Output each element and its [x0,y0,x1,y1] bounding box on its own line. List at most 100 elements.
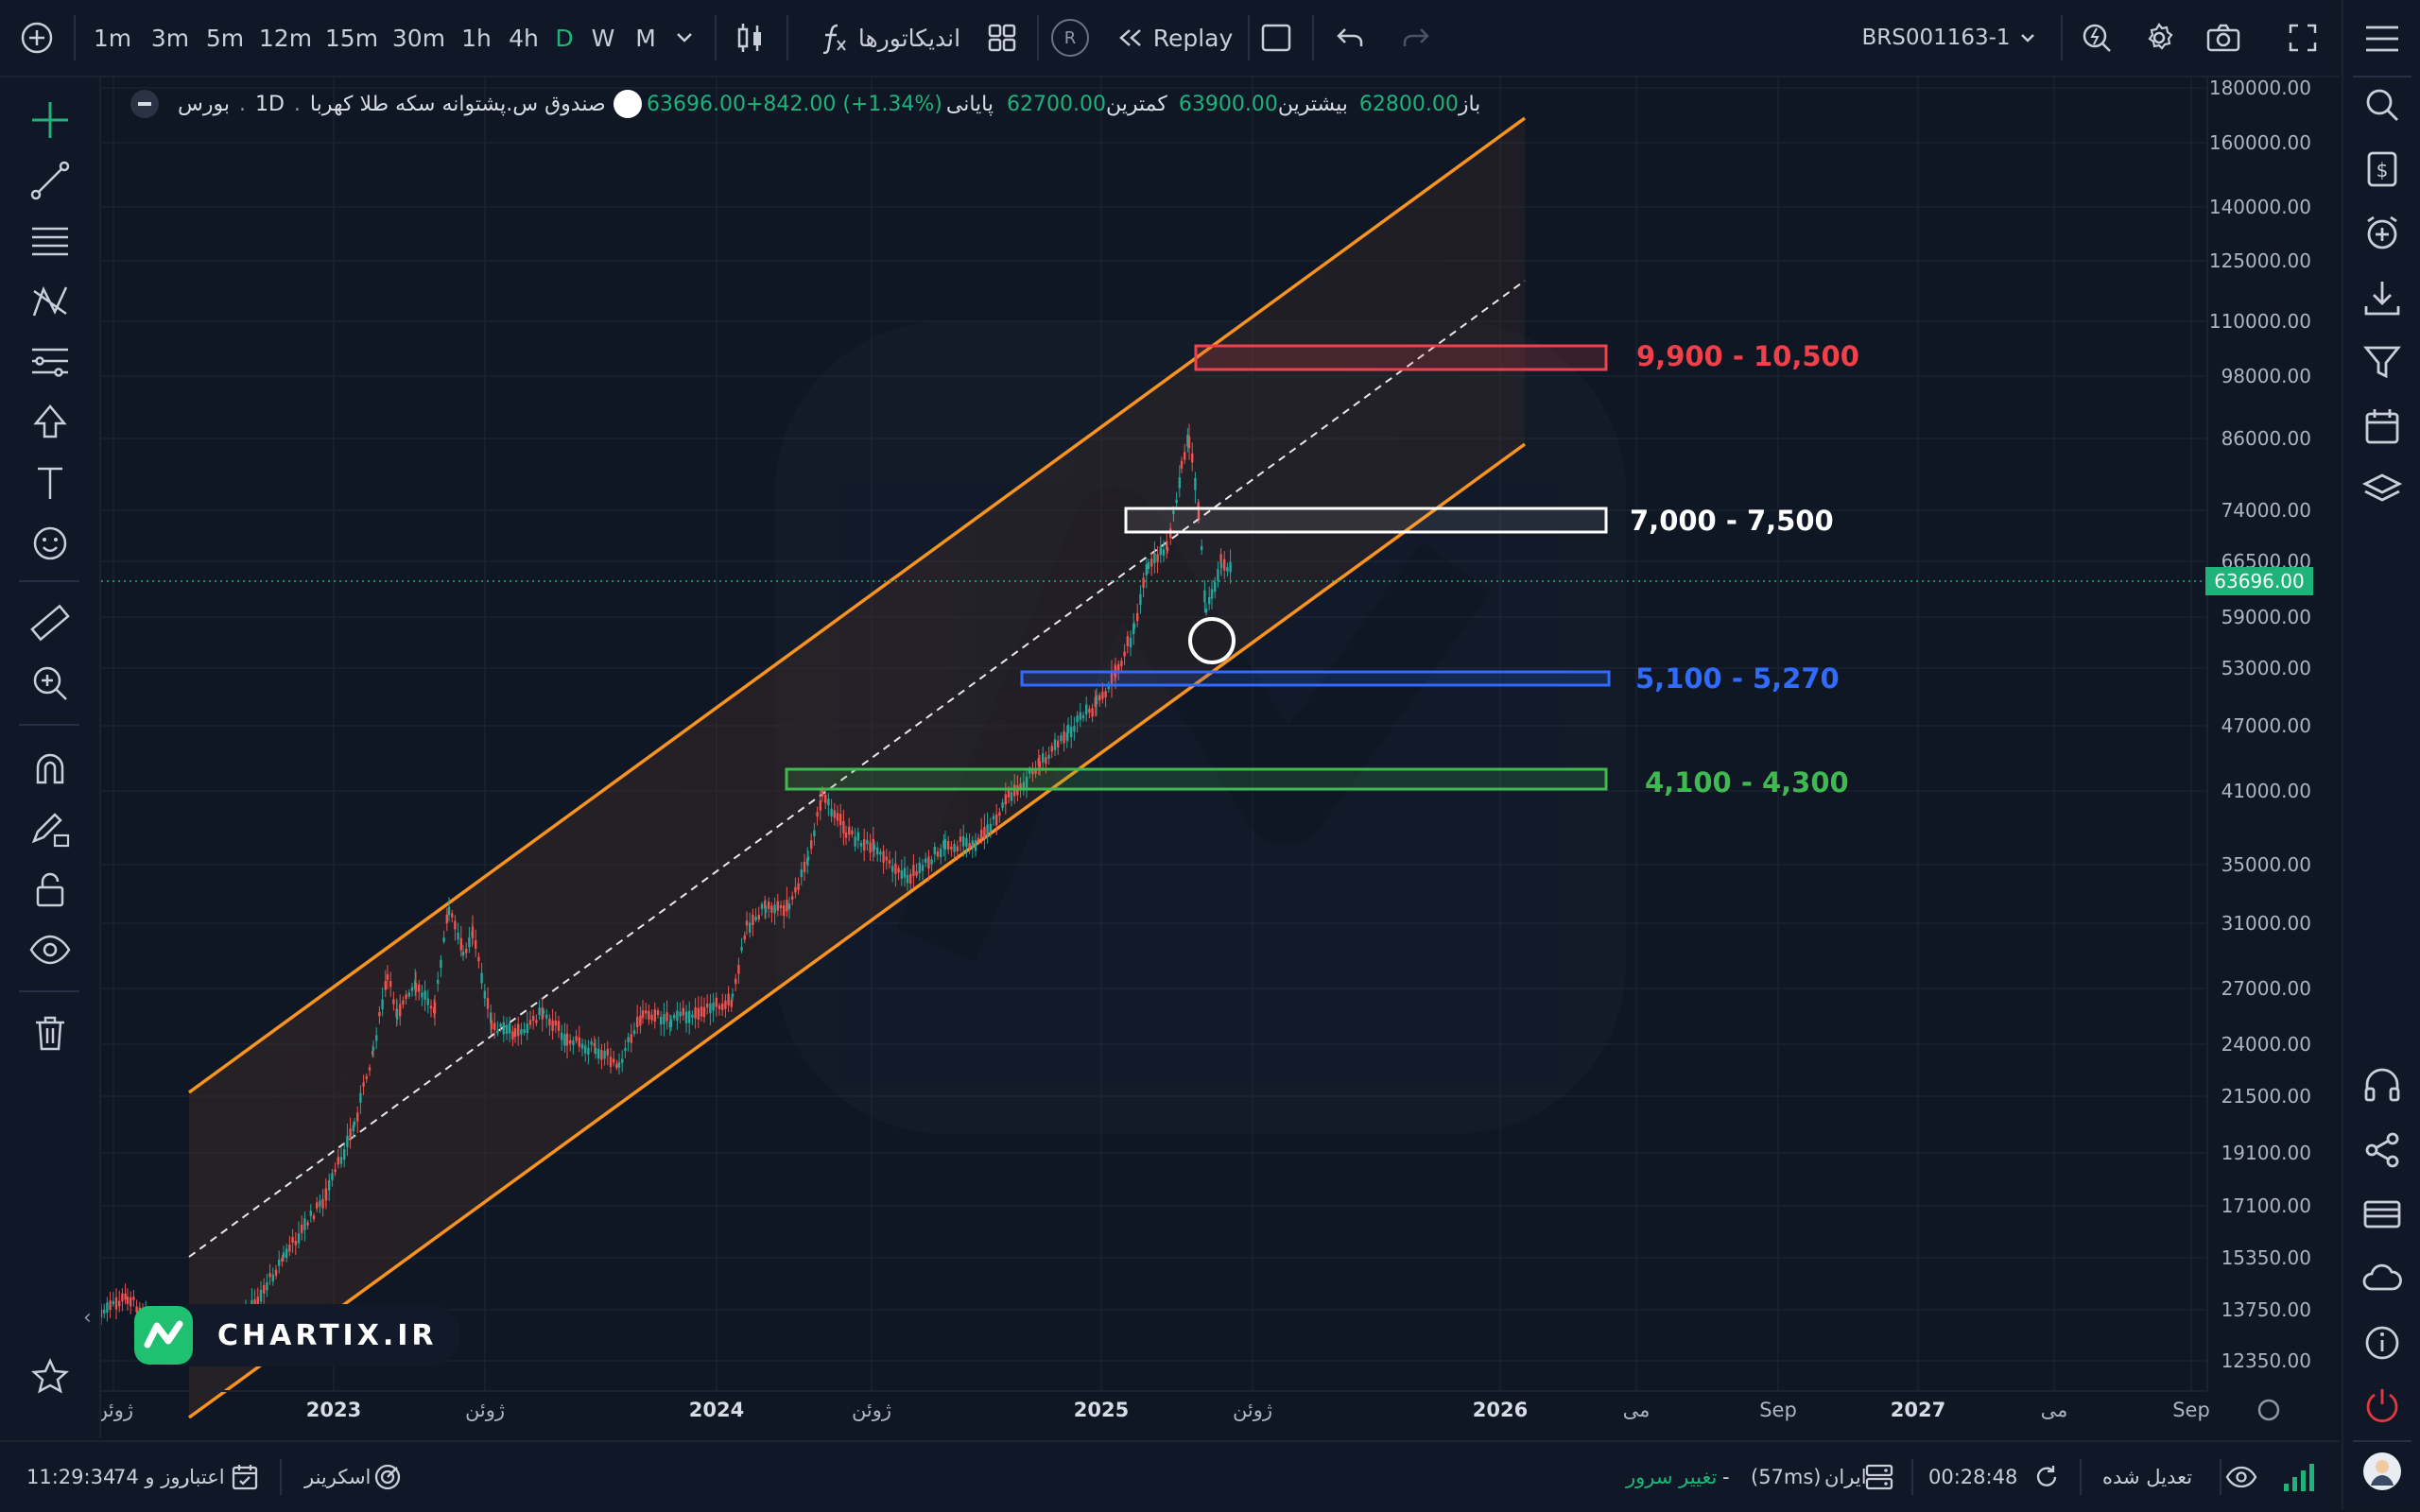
candle-body [1095,695,1098,705]
status-bar: 11:29:34 74 روز و اعتبار اسکرینر تغییر س… [0,1440,2340,1512]
support-button[interactable] [2359,1062,2406,1109]
layers-button[interactable] [2359,467,2406,514]
visibility-toggle[interactable] [2225,1442,2257,1512]
zoom-tool[interactable] [26,660,74,707]
menu-button[interactable] [2359,15,2406,62]
fullscreen-button[interactable] [2282,0,2324,76]
replay-badge-button[interactable]: R [1049,0,1091,76]
emoji-tool[interactable] [26,520,74,567]
price-chart[interactable]: 9,900 - 10,500 7,000 - 7,500 5,100 - 5,2… [101,77,2340,1438]
rectangle-tool-button[interactable] [1257,0,1295,76]
pattern-tool[interactable] [26,278,74,325]
zone-white[interactable]: 7,000 - 7,500 [1124,505,1834,537]
interval-dropdown-button[interactable] [667,0,701,76]
time-tick-label: می [2041,1399,2068,1421]
legend-symbol-name[interactable]: صندوق س.پشتوانه سکه طلا کهربا [309,92,606,116]
change-server-button[interactable]: تغییر سرور [1626,1466,1718,1488]
server-status[interactable] [1864,1442,1894,1512]
drawing-mode-tool[interactable] [26,805,74,852]
interval-m[interactable]: M [635,24,656,52]
collapse-toolbar-button[interactable]: ‹ [83,1306,92,1330]
divider [19,580,79,582]
interval-30m[interactable]: 30m [391,24,446,52]
fib-tool[interactable] [26,338,74,386]
candle-body [517,1023,520,1037]
zone-green[interactable]: 4,100 - 4,300 [785,766,1849,799]
zone-blue[interactable]: 5,100 - 5,270 [1020,662,1840,695]
share-button[interactable] [2359,1126,2406,1174]
alerts-button[interactable] [2359,210,2406,257]
candle-body [821,790,824,798]
candle-body [1038,761,1042,768]
divider [1248,15,1250,60]
interval-15m[interactable]: 15m [324,24,379,52]
interval-5m[interactable]: 5m [205,24,245,52]
watchlist-button[interactable]: $ [2359,146,2406,193]
user-avatar[interactable] [2359,1448,2406,1495]
indicators-button[interactable]: اندیکاتورها [815,0,966,76]
interval-w[interactable]: W [591,24,615,52]
subscription-button[interactable] [2359,1191,2406,1238]
download-button[interactable] [2359,274,2406,321]
trendline-tool[interactable] [26,157,74,204]
horizontal-lines-tool[interactable] [26,217,74,265]
magnet-tool[interactable] [26,745,74,792]
undo-button[interactable] [1331,0,1369,76]
text-tool[interactable] [26,459,74,507]
candle-body [274,1269,278,1277]
candle-body [1166,547,1169,552]
arrow-tool[interactable] [26,399,74,446]
credit-button[interactable] [231,1442,259,1512]
screener-label[interactable]: اسکرینر [304,1466,372,1488]
interval-3m[interactable]: 3m [150,24,190,52]
candle-body [1186,435,1189,447]
interval-1m[interactable]: 1m [93,24,132,52]
candle-body [900,869,903,879]
candle-body [528,1020,532,1025]
interval-d[interactable]: D [555,24,574,52]
crosshair-tool[interactable] [26,96,74,144]
visibility-tool[interactable] [26,926,74,973]
logout-button[interactable] [2359,1382,2406,1429]
interval-4h[interactable]: 4h [509,24,539,52]
price-axis[interactable]: 180000.00 160000.00 140000.00 125000.00 1100… [2209,77,2311,1372]
ruler-tool[interactable] [26,599,74,646]
screenshot-button[interactable] [2203,0,2244,76]
channel-upper-line [187,116,1527,1094]
layouts-button[interactable] [983,0,1021,76]
redo-button[interactable] [1397,0,1435,76]
rewind-icon [1118,29,1141,46]
circle-marker[interactable] [1188,617,1236,664]
add-circle-icon [2367,215,2397,249]
zone-red[interactable]: 9,900 - 10,500 [1194,340,1859,372]
candle-body [538,1007,541,1016]
settings-button[interactable] [2138,0,2180,76]
candle-body [362,1082,365,1087]
add-symbol-button[interactable] [13,0,60,76]
time-axis[interactable]: ژوئن 2023 ژوئن 2024 ژوئن 2025 ژوئن 2026 می Sep 202… [101,1399,2210,1421]
candle-body [621,1058,624,1063]
search-button[interactable] [2359,81,2406,129]
candle-body [1226,567,1229,572]
interval-1h[interactable]: 1h [461,24,492,52]
info-button[interactable] [2359,1319,2406,1366]
refresh-button[interactable] [2032,1442,2061,1512]
screener-button[interactable] [372,1442,403,1512]
calendar-button[interactable] [2359,403,2406,450]
candle-body [1060,735,1063,741]
interval-12m[interactable]: 12m [258,24,313,52]
cloud-button[interactable] [2359,1255,2406,1302]
candle-body [486,998,490,1009]
axis-settings-button[interactable] [2257,1399,2280,1421]
replay-button[interactable]: Replay [1115,0,1235,76]
favorites-tool[interactable] [26,1353,74,1400]
adjusted-toggle[interactable]: تعدیل شده [2102,1466,2193,1488]
legend-collapse-button[interactable] [130,90,159,118]
quick-search-button[interactable] [2076,0,2118,76]
lock-tool[interactable] [26,866,74,913]
remove-drawings-tool[interactable] [26,1009,74,1057]
candle-type-button[interactable] [730,0,769,76]
symbol-selector[interactable]: BRS001163-1 [1858,0,2038,76]
screener-filter-button[interactable] [2359,338,2406,386]
candle-body [1132,624,1135,635]
